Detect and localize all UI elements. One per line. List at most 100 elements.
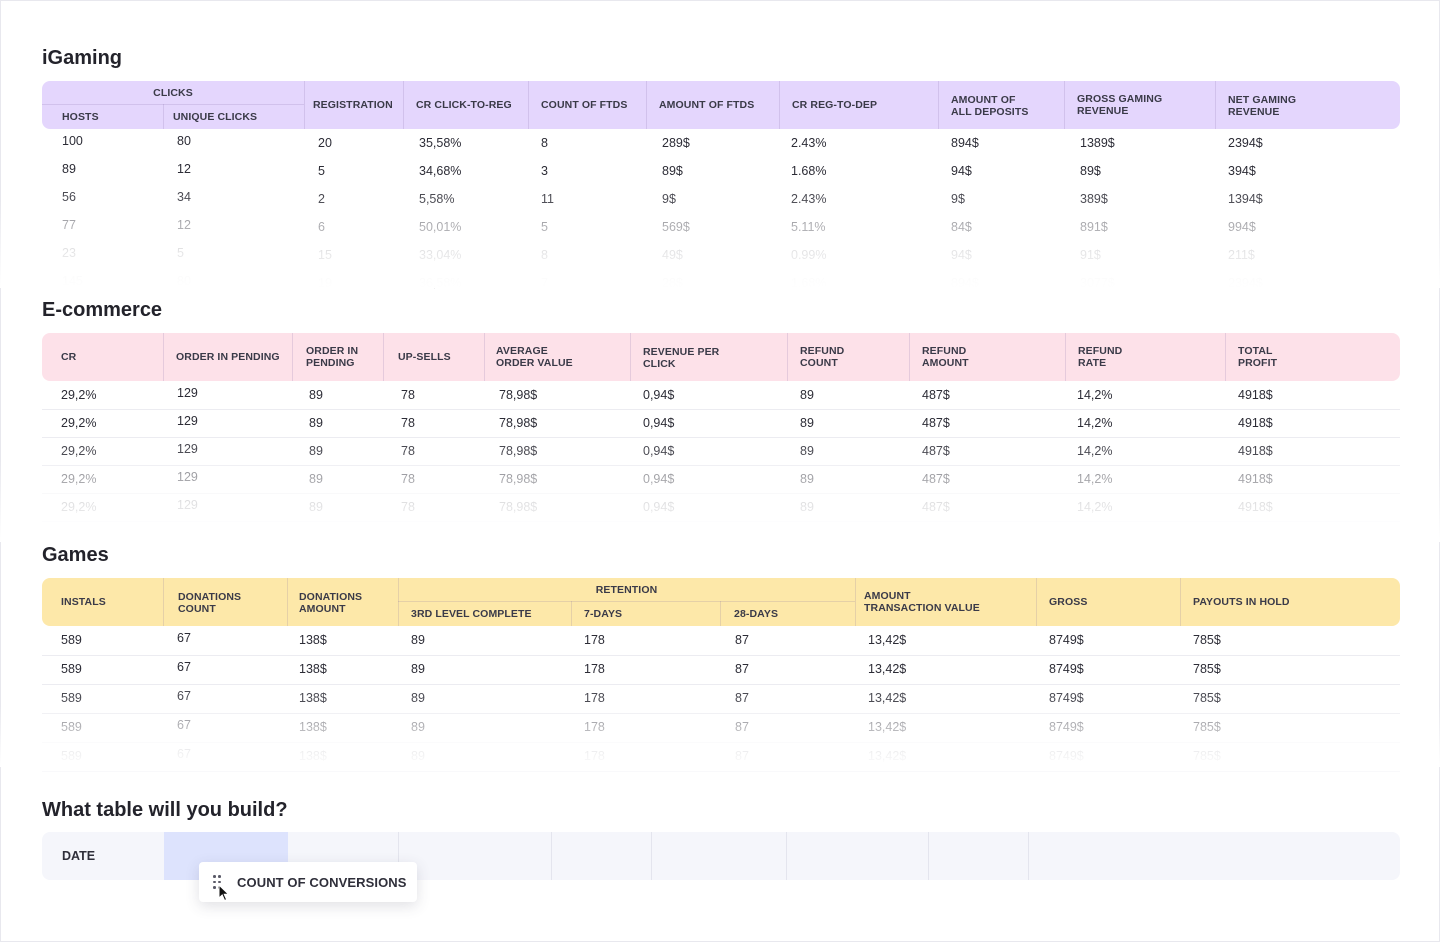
row-divider [42, 684, 1400, 685]
header-gross-gaming-revenue[interactable]: GROSS GAMING REVENUE [1077, 93, 1163, 117]
cell-hosts: 23 [62, 246, 76, 260]
header-28-days[interactable]: 28-DAYS [734, 608, 779, 620]
header-donations-amount[interactable]: DONATIONS AMOUNT [299, 591, 363, 615]
header-total-profit[interactable]: TOTAL PROFIT [1238, 345, 1278, 369]
cell-amount-of-all-deposits: 894$ [951, 136, 979, 150]
header-net-gaming-revenue[interactable]: NET GAMING REVENUE [1228, 94, 1297, 118]
cell-donations-amount: 138$ [299, 633, 327, 647]
cell-unique-clicks: 12 [177, 162, 191, 176]
header-retention[interactable]: RETENTION [595, 584, 658, 596]
cell-donations-count: 67 [177, 689, 191, 703]
cell-payouts-in-hold: 785$ [1193, 662, 1221, 676]
header-3rd-level-complete[interactable]: 3RD LEVEL COMPLETE [411, 608, 532, 620]
header-unique-clicks[interactable]: UNIQUE CLICKS [173, 111, 258, 123]
header-amount-of-all-deposits[interactable]: AMOUNT OF ALL DEPOSITS [951, 94, 1029, 118]
cell-instals: 589 [61, 749, 82, 763]
cell-cr-click-to-reg: 36,58% [419, 276, 462, 290]
cell-7-days: 178 [584, 691, 605, 705]
header-instals[interactable]: INSTALS [61, 596, 106, 608]
cell-refund-rate: 14,2% [1077, 472, 1113, 486]
cell-3rd-level-complete: 89 [411, 662, 425, 676]
ecommerce-title: E-commerce [42, 299, 163, 321]
cell-cr-click-to-reg: 5,58% [419, 192, 455, 206]
cell-average-order-value: 78,98$ [499, 500, 538, 514]
header-gross[interactable]: GROSS [1049, 596, 1088, 608]
cell-refund-amount: 487$ [922, 472, 950, 486]
header-amount-transaction-value[interactable]: AMOUNT TRANSACTION VALUE [864, 590, 980, 614]
header-revenue-per-click[interactable]: REVENUE PER CLICK [643, 346, 720, 370]
header-amount-of-ftds[interactable]: AMOUNT OF FTDS [659, 99, 755, 111]
cell-cr-click-to-reg: 33,04% [419, 248, 462, 262]
cell-refund-amount: 487$ [922, 500, 950, 514]
cell-payouts-in-hold: 785$ [1193, 749, 1221, 763]
builder-separator [551, 832, 552, 880]
header-order-in-pending-2[interactable]: ORDER IN PENDING [306, 345, 359, 369]
cell-average-order-value: 78,98$ [499, 472, 538, 486]
header-cr-click-to-reg[interactable]: CR CLICK-TO-REG [416, 99, 512, 111]
cell-gross: 8749$ [1049, 749, 1084, 763]
header-7-days[interactable]: 7-DAYS [584, 608, 623, 620]
cell-3rd-level-complete: 89 [411, 633, 425, 647]
header-count-of-ftds[interactable]: COUNT OF FTDS [541, 99, 628, 111]
cell-amount-transaction-value: 13,42$ [868, 662, 907, 676]
cell-cr-click-to-reg: 35,58% [419, 136, 462, 150]
header-refund-amount[interactable]: REFUND AMOUNT [922, 345, 969, 369]
cell-order-in-pending: 129 [177, 498, 198, 512]
cell-refund-count: 89 [800, 388, 814, 402]
header-clicks[interactable]: CLICKS [153, 87, 193, 99]
cell-refund-count: 89 [800, 500, 814, 514]
cell-order-in-pending: 129 [177, 414, 198, 428]
cell-up-sells: 78 [401, 472, 415, 486]
cell-28-days: 87 [735, 720, 749, 734]
cell-7-days: 178 [584, 662, 605, 676]
cell-gross: 8749$ [1049, 691, 1084, 705]
header-donations-count[interactable]: DONATIONS COUNT [178, 591, 242, 615]
row-divider [42, 493, 1400, 494]
cell-gross-gaming-revenue: 91$ [1080, 248, 1101, 262]
cell-28-days: 87 [735, 749, 749, 763]
header-average-order-value[interactable]: AVERAGE ORDER VALUE [496, 345, 573, 369]
cell-count-of-ftds: 3 [541, 164, 548, 178]
cell-amount-of-all-deposits: 94$ [951, 164, 972, 178]
header-cr[interactable]: CR [61, 351, 77, 363]
cell-28-days: 87 [735, 633, 749, 647]
cell-gross: 8749$ [1049, 720, 1084, 734]
header-registration[interactable]: REGISTRATION [313, 99, 393, 111]
header-order-in-pending[interactable]: ORDER IN PENDING [176, 351, 280, 363]
cell-gross-gaming-revenue: 389$ [1080, 192, 1108, 206]
cell-gross: 8749$ [1049, 662, 1084, 676]
cell-amount-of-all-deposits: 9$ [951, 192, 965, 206]
cell-donations-count: 67 [177, 718, 191, 732]
header-refund-rate[interactable]: REFUND RATE [1078, 345, 1123, 369]
cell-cr: 29,2% [61, 500, 97, 514]
header-up-sells[interactable]: UP-SELLS [398, 351, 451, 363]
cell-up-sells: 78 [401, 444, 415, 458]
games-table-header: INSTALS DONATIONS COUNT DONATIONS AMOUNT R… [42, 578, 1400, 626]
cell-amount-transaction-value: 13,42$ [868, 720, 907, 734]
cell-payouts-in-hold: 785$ [1193, 633, 1221, 647]
cell-total-profit: 4918$ [1238, 416, 1273, 430]
cell-unique-clicks: 12 [177, 218, 191, 232]
cell-up-sells: 78 [401, 388, 415, 402]
cell-revenue-per-click: 0,94$ [643, 472, 675, 486]
cell-instals: 589 [61, 662, 82, 676]
cell-refund-amount: 487$ [922, 444, 950, 458]
builder-date-column[interactable]: DATE [62, 849, 96, 863]
cell-count-of-ftds: 11 [541, 192, 554, 206]
header-cr-reg-to-dep[interactable]: CR REG-TO-DEP [792, 99, 878, 111]
cell-net-gaming-revenue: 394$ [1228, 164, 1256, 178]
cell-registration: 15 [318, 248, 332, 262]
cell-cr-reg-to-dep: 0.99% [791, 248, 827, 262]
cell-unique-clicks: 80 [177, 274, 191, 288]
cell-refund-rate: 14,2% [1077, 388, 1113, 402]
cell-cr-click-to-reg: 34,68% [419, 164, 462, 178]
header-payouts-in-hold[interactable]: PAYOUTS IN HOLD [1193, 596, 1290, 608]
cell-count-of-ftds: 8 [541, 248, 548, 262]
cell-cr-reg-to-dep: 1.68% [791, 276, 827, 290]
cell-3rd-level-complete: 89 [411, 749, 425, 763]
header-refund-count[interactable]: REFUND COUNT [800, 345, 845, 369]
dragged-column-chip[interactable]: COUNT OF CONVERSIONS [199, 862, 417, 902]
header-hosts[interactable]: HOSTS [62, 111, 99, 123]
cell-total-profit: 4918$ [1238, 388, 1273, 402]
row-divider [42, 771, 1400, 772]
